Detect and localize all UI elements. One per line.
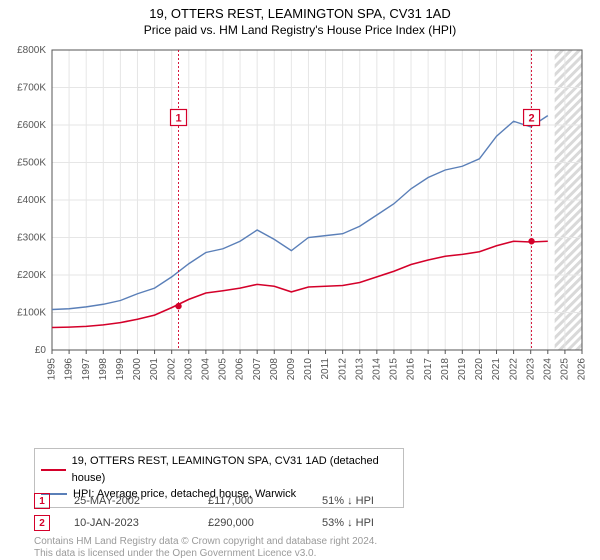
page-title: 19, OTTERS REST, LEAMINGTON SPA, CV31 1A… [0,0,600,21]
tx-price: £117,000 [208,495,298,507]
svg-text:£300K: £300K [17,233,46,244]
tx-price: £290,000 [208,517,298,529]
svg-text:2004: 2004 [201,358,212,381]
svg-text:£200K: £200K [17,270,46,281]
svg-text:£100K: £100K [17,308,46,319]
transaction-table: 1 25-MAY-2002 £117,000 51% ↓ HPI 2 10-JA… [34,490,452,534]
svg-text:1997: 1997 [81,358,92,381]
marker-badge: 2 [34,515,50,531]
svg-text:2012: 2012 [337,358,348,381]
svg-text:2019: 2019 [457,358,468,381]
svg-text:2002: 2002 [166,358,177,381]
footnote: Contains HM Land Registry data © Crown c… [34,536,377,560]
price-chart: £0 £100K £200K £300K £400K £500K £600K £700K £80… [0,42,600,410]
svg-text:2024: 2024 [542,358,553,381]
svg-text:2022: 2022 [508,358,519,381]
svg-text:2014: 2014 [371,358,382,381]
svg-text:2006: 2006 [235,358,246,381]
svg-text:2003: 2003 [183,358,194,381]
svg-text:1995: 1995 [47,358,58,381]
svg-text:£600K: £600K [17,120,46,131]
svg-text:£700K: £700K [17,83,46,94]
transaction-row: 2 10-JAN-2023 £290,000 53% ↓ HPI [34,512,452,534]
svg-text:£0: £0 [35,345,47,356]
svg-text:2011: 2011 [320,358,331,380]
svg-text:2007: 2007 [252,358,263,381]
marker-badge: 1 [34,493,50,509]
svg-text:2020: 2020 [474,358,485,381]
svg-text:2015: 2015 [389,358,400,381]
svg-text:2025: 2025 [560,358,571,381]
svg-text:1996: 1996 [64,358,75,381]
svg-text:1999: 1999 [115,358,126,381]
footnote-line: This data is licensed under the Open Gov… [34,548,377,560]
legend-swatch [41,469,66,471]
svg-text:2016: 2016 [406,358,417,381]
svg-text:2001: 2001 [149,358,160,381]
svg-text:2013: 2013 [354,358,365,381]
tx-rel: 53% ↓ HPI [322,517,452,529]
transaction-row: 1 25-MAY-2002 £117,000 51% ↓ HPI [34,490,452,512]
svg-text:2023: 2023 [525,358,536,381]
svg-text:2008: 2008 [269,358,280,381]
svg-text:2010: 2010 [303,358,314,381]
svg-text:1: 1 [175,113,181,125]
tx-date: 10-JAN-2023 [74,517,184,529]
svg-text:£400K: £400K [17,195,46,206]
svg-text:£500K: £500K [17,158,46,169]
chart-svg: £0 £100K £200K £300K £400K £500K £600K £700K £80… [0,42,600,410]
svg-text:2005: 2005 [218,358,229,381]
page-subtitle: Price paid vs. HM Land Registry's House … [0,21,600,37]
svg-text:2000: 2000 [132,358,143,381]
svg-text:2017: 2017 [423,358,434,381]
svg-text:1998: 1998 [98,358,109,381]
footnote-line: Contains HM Land Registry data © Crown c… [34,536,377,548]
svg-text:2: 2 [529,113,535,125]
tx-date: 25-MAY-2002 [74,495,184,507]
legend-row: 19, OTTERS REST, LEAMINGTON SPA, CV31 1A… [41,453,397,486]
tx-rel: 51% ↓ HPI [322,495,452,507]
svg-text:2009: 2009 [286,358,297,381]
legend-label: 19, OTTERS REST, LEAMINGTON SPA, CV31 1A… [72,453,397,486]
svg-text:2021: 2021 [491,358,502,381]
svg-text:£800K: £800K [17,45,46,56]
chart-page: 19, OTTERS REST, LEAMINGTON SPA, CV31 1A… [0,0,600,560]
svg-text:2026: 2026 [577,358,588,381]
svg-text:2018: 2018 [440,358,451,381]
